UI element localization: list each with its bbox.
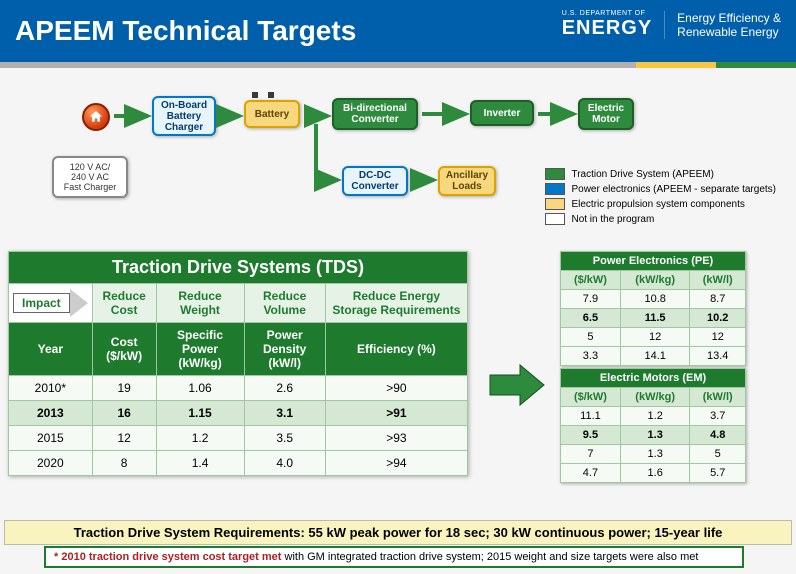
table-cell: 2020 xyxy=(9,451,93,476)
table-cell: 2.6 xyxy=(244,376,325,401)
table-cell: 5 xyxy=(690,445,746,464)
table-cell: 3.3 xyxy=(561,347,621,366)
requirements-bar: Traction Drive System Requirements: 55 k… xyxy=(4,520,792,545)
header-logo-block: U.S. DEPARTMENT OF ENERGY Energy Efficie… xyxy=(562,10,781,40)
table-cell: 4.7 xyxy=(561,464,621,483)
table-cell: 14.1 xyxy=(620,347,690,366)
page-title: APEEM Technical Targets xyxy=(15,15,356,47)
table-cell: 4.8 xyxy=(690,426,746,445)
table-cell: 12 xyxy=(690,328,746,347)
content-area: On-BoardBatteryCharger Battery Bi-direct… xyxy=(0,68,796,574)
doe-logo: U.S. DEPARTMENT OF ENERGY xyxy=(562,10,652,40)
table-cell: 13.4 xyxy=(690,347,746,366)
table-cell: 8.7 xyxy=(690,290,746,309)
table-cell: 1.6 xyxy=(620,464,690,483)
table-cell: 11.1 xyxy=(561,407,621,426)
table-cell: 10.8 xyxy=(620,290,690,309)
table-cell: 2015 xyxy=(9,426,93,451)
impact-cell: Impact xyxy=(9,284,93,323)
table-cell: >91 xyxy=(325,401,467,426)
table-cell: 3.5 xyxy=(244,426,325,451)
table-cell: 1.06 xyxy=(156,376,244,401)
table-cell: 12 xyxy=(620,328,690,347)
pe-table: Power Electronics (PE) ($/kW)(kW/kg)(kW/… xyxy=(560,251,746,366)
table-cell: 1.15 xyxy=(156,401,244,426)
table-cell: >94 xyxy=(325,451,467,476)
doe-subtitle: Energy Efficiency & Renewable Energy xyxy=(664,11,781,39)
table-cell: 10.2 xyxy=(690,309,746,328)
table-cell: 9.5 xyxy=(561,426,621,445)
side-tables: Power Electronics (PE) ($/kW)(kW/kg)(kW/… xyxy=(560,251,746,485)
legend: Traction Drive System (APEEM) Power elec… xyxy=(545,168,776,228)
table-cell: 11.5 xyxy=(620,309,690,328)
table-cell: 7 xyxy=(561,445,621,464)
table-cell: 1.3 xyxy=(620,445,690,464)
table-cell: 8 xyxy=(92,451,156,476)
em-table: Electric Motors (EM) ($/kW)(kW/kg)(kW/l)… xyxy=(560,368,746,483)
table-cell: 1.2 xyxy=(620,407,690,426)
table-cell: 3.1 xyxy=(244,401,325,426)
table-cell: 1.2 xyxy=(156,426,244,451)
tds-caption: Traction Drive Systems (TDS) xyxy=(9,252,468,284)
table-cell: 19 xyxy=(92,376,156,401)
table-cell: 5.7 xyxy=(690,464,746,483)
tds-table: Traction Drive Systems (TDS) Impact Redu… xyxy=(8,251,468,476)
table-cell: 6.5 xyxy=(561,309,621,328)
big-arrow-icon xyxy=(488,363,548,407)
table-cell: 1.4 xyxy=(156,451,244,476)
table-cell: 2013 xyxy=(9,401,93,426)
table-cell: 16 xyxy=(92,401,156,426)
header-bar: APEEM Technical Targets U.S. DEPARTMENT … xyxy=(0,0,796,62)
table-cell: 5 xyxy=(561,328,621,347)
table-cell: 7.9 xyxy=(561,290,621,309)
footnote: * 2010 traction drive system cost target… xyxy=(44,546,744,568)
table-cell: 4.0 xyxy=(244,451,325,476)
table-cell: 1.3 xyxy=(620,426,690,445)
table-cell: 2010* xyxy=(9,376,93,401)
table-cell: 12 xyxy=(92,426,156,451)
table-cell: >93 xyxy=(325,426,467,451)
table-cell: 3.7 xyxy=(690,407,746,426)
table-cell: >90 xyxy=(325,376,467,401)
